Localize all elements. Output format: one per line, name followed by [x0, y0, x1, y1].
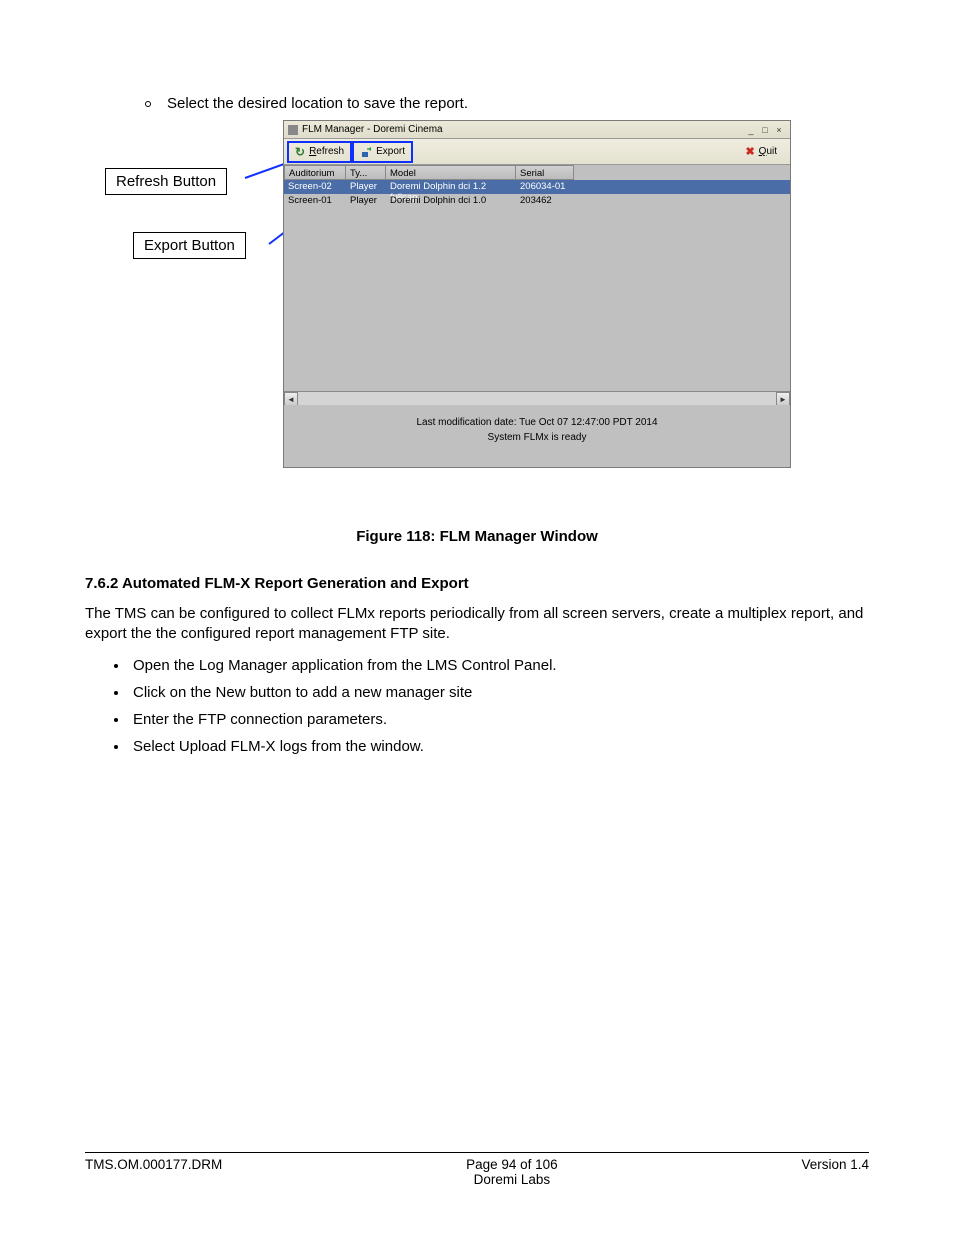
list-item: Enter the FTP connection parameters.	[129, 711, 869, 728]
app-icon	[288, 125, 298, 135]
footer-left: TMS.OM.000177.DRM	[85, 1157, 222, 1187]
window-titlebar: FLM Manager - Doremi Cinema _ □ ×	[284, 121, 790, 139]
refresh-label: efresh	[316, 146, 344, 157]
quit-button[interactable]: ✖ Quit	[738, 142, 784, 161]
table-cell: Screen-02	[284, 180, 346, 194]
section-heading: 7.6.2 Automated FLM-X Report Generation …	[85, 575, 869, 592]
hollow-bullet-icon	[145, 101, 151, 107]
scroll-left-icon[interactable]: ◄	[284, 392, 298, 405]
app-window: FLM Manager - Doremi Cinema _ □ × ↻ Refr…	[283, 120, 791, 468]
data-table: Auditorium Ty... Model Serial Screen-02P…	[284, 165, 790, 405]
col-serial[interactable]: Serial	[516, 165, 574, 180]
table-row[interactable]: Screen-01PlayerDoremi Dolphin dci 1.0203…	[284, 194, 790, 208]
horizontal-scrollbar[interactable]: ◄ ►	[284, 391, 790, 405]
col-type[interactable]: Ty...	[346, 165, 386, 180]
refresh-button[interactable]: ↻ Refresh	[288, 142, 351, 162]
footer-company: Doremi Labs	[466, 1172, 558, 1187]
table-cell: Doremi Dolphin dci 1.2 fullcap	[386, 180, 516, 194]
export-label: Export	[376, 146, 405, 157]
section-paragraph: The TMS can be configured to collect FLM…	[85, 604, 869, 645]
figure-container: Refresh Button Export Button FLM Manager…	[85, 120, 869, 520]
export-icon	[360, 146, 372, 158]
table-cell: Player	[346, 194, 386, 208]
table-cell: 203462	[516, 194, 574, 208]
list-item: Click on the New button to add a new man…	[129, 684, 869, 701]
table-row[interactable]: Screen-02PlayerDoremi Dolphin dci 1.2 fu…	[284, 180, 790, 194]
table-cell: 206034-01	[516, 180, 574, 194]
intro-line: Select the desired location to save the …	[145, 95, 869, 112]
table-header-row: Auditorium Ty... Model Serial	[284, 165, 790, 180]
footer-line-2: System FLMx is ready	[284, 432, 790, 443]
minimize-icon[interactable]: _	[744, 124, 758, 136]
quit-icon: ✖	[745, 145, 754, 158]
intro-text: Select the desired location to save the …	[167, 95, 468, 112]
col-auditorium[interactable]: Auditorium	[284, 165, 346, 180]
maximize-icon[interactable]: □	[758, 124, 772, 136]
page-footer: TMS.OM.000177.DRM Page 94 of 106 Doremi …	[85, 1152, 869, 1187]
bullet-list: Open the Log Manager application from th…	[129, 657, 869, 755]
window-title: FLM Manager - Doremi Cinema	[302, 124, 443, 135]
refresh-icon: ↻	[295, 145, 305, 159]
toolbar: ↻ Refresh Export ✖	[284, 139, 790, 165]
callout-export: Export Button	[133, 232, 246, 259]
table-cell: Screen-01	[284, 194, 346, 208]
table-cell: Player	[346, 180, 386, 194]
callout-refresh: Refresh Button	[105, 168, 227, 195]
window-footer: Last modification date: Tue Oct 07 12:47…	[284, 405, 790, 467]
table-cell: Doremi Dolphin dci 1.0	[386, 194, 516, 208]
footer-version: Version 1.4	[801, 1157, 869, 1187]
close-icon[interactable]: ×	[772, 124, 786, 136]
list-item: Select Upload FLM-X logs from the window…	[129, 738, 869, 755]
export-button[interactable]: Export	[353, 142, 412, 162]
scroll-right-icon[interactable]: ►	[776, 392, 790, 405]
window-controls: _ □ ×	[744, 124, 786, 136]
list-item: Open the Log Manager application from th…	[129, 657, 869, 674]
col-model[interactable]: Model	[386, 165, 516, 180]
figure-caption: Figure 118: FLM Manager Window	[85, 528, 869, 545]
footer-line-1: Last modification date: Tue Oct 07 12:47…	[284, 417, 790, 428]
quit-label: uit	[766, 146, 777, 157]
footer-page-number: Page 94 of 106	[466, 1157, 558, 1172]
content-area: Auditorium Ty... Model Serial Screen-02P…	[284, 165, 790, 467]
